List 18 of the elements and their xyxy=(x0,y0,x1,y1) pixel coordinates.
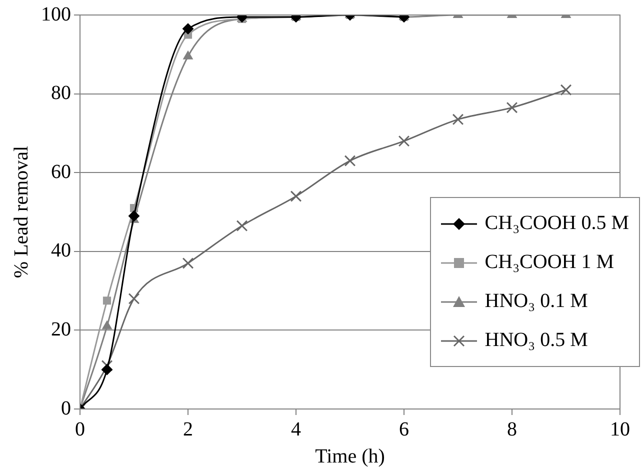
legend-label: CH₃COOH 1 M xyxy=(484,251,614,274)
legend-label: HNO₃ 0.5 M xyxy=(484,329,588,352)
x-tick-label: 10 xyxy=(610,418,630,440)
y-tick-label: 80 xyxy=(51,82,71,104)
y-tick-label: 60 xyxy=(51,160,71,183)
y-tick-label: 40 xyxy=(51,240,71,262)
x-tick-label: 0 xyxy=(75,418,85,440)
x-tick-label: 6 xyxy=(399,418,409,440)
x-axis-title: Time (h) xyxy=(315,445,385,468)
legend-label: HNO₃ 0.1 M xyxy=(484,290,588,313)
y-tick-label: 100 xyxy=(41,3,71,26)
y-axis-title: % Lead removal xyxy=(10,145,32,278)
y-tick-label: 0 xyxy=(61,397,71,420)
x-tick-label: 4 xyxy=(291,418,301,440)
legend-label: CH₃COOH 0.5 M xyxy=(484,212,629,235)
x-tick-label: 2 xyxy=(183,418,193,440)
x-tick-label: 8 xyxy=(507,418,517,440)
y-tick-label: 20 xyxy=(51,318,71,340)
